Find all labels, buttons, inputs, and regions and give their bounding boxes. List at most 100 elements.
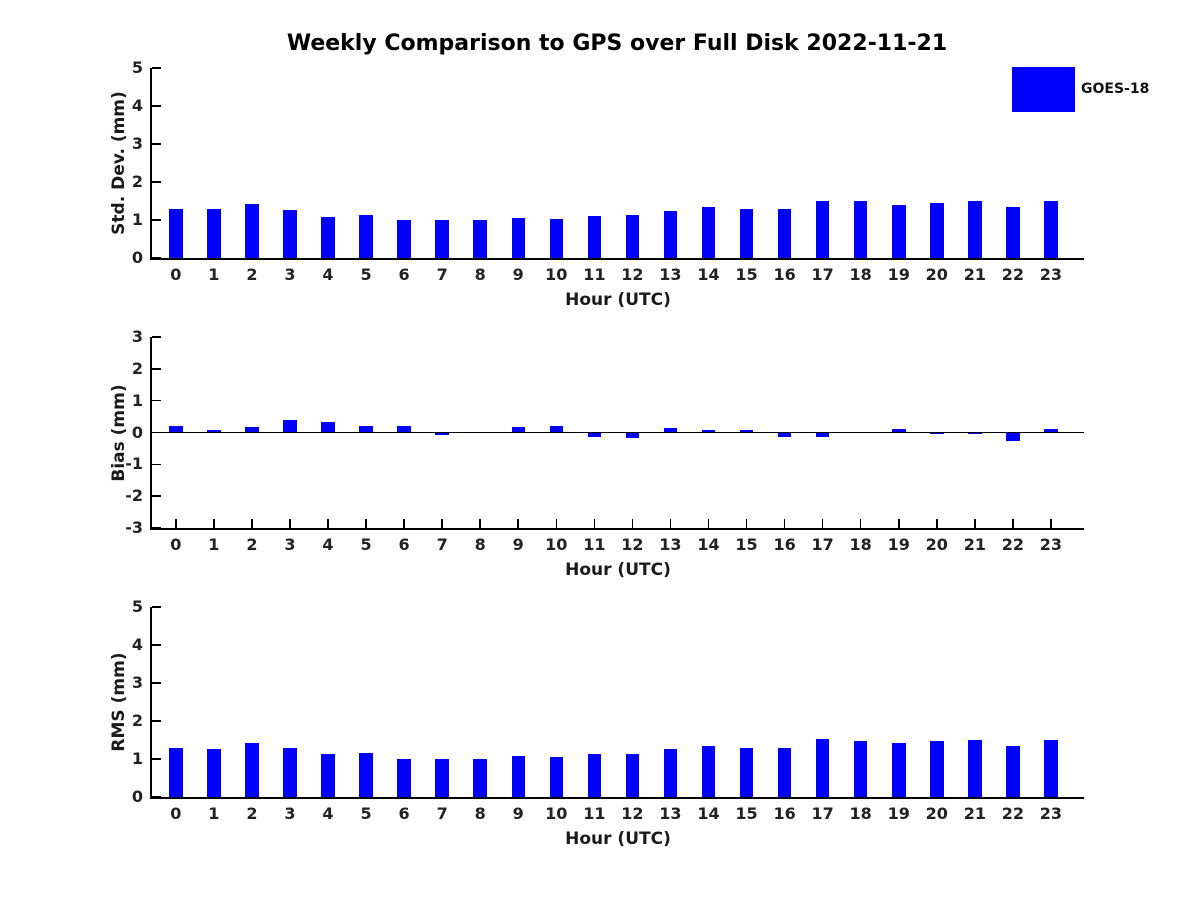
chart-std-dev-bar-hour-16 <box>777 209 792 258</box>
chart-std-dev-bar-hour-3 <box>283 210 297 258</box>
chart-std-dev-x-tick-label: 7 <box>436 265 448 284</box>
chart-std-dev-y-tick <box>152 143 161 145</box>
legend-label: GOES-18 <box>1081 81 1150 97</box>
chart-bias-x-tick <box>821 519 824 528</box>
chart-bias-x-tick-label: 22 <box>1001 535 1025 554</box>
chart-bias-x-tick <box>1050 519 1052 528</box>
chart-std-dev-y-tick-label: 3 <box>131 134 143 153</box>
chart-bias-y-tick <box>152 399 161 402</box>
chart-bias-bar-hour-17 <box>815 432 830 437</box>
chart-bias-x-tick <box>555 519 558 528</box>
chart-bias-x-tick-label: 4 <box>322 535 334 554</box>
chart-rms-x-tick-label: 11 <box>583 804 606 823</box>
chart-bias-bar-hour-14 <box>701 429 716 433</box>
chart-std-dev-bar-hour-22 <box>1006 207 1020 258</box>
chart-std-dev-x-tick-label: 11 <box>583 265 606 284</box>
chart-rms-y-tick-label: 1 <box>131 749 143 768</box>
chart-bias-y-axis <box>150 337 152 530</box>
chart-bias-zero-line <box>150 431 1084 434</box>
chart-bias-x-tick <box>365 519 367 528</box>
chart-bias-y-tick <box>152 463 161 466</box>
chart-rms-bar-hour-11 <box>587 754 602 797</box>
chart-std-dev-bar-hour-11 <box>587 215 602 258</box>
chart-rms-bar-hour-20 <box>930 741 944 797</box>
chart-std-dev-bar-hour-20 <box>930 202 944 258</box>
chart-std-dev-x-tick-label: 3 <box>284 265 296 284</box>
chart-rms-bar-hour-10 <box>549 757 564 797</box>
chart-rms-bar-hour-3 <box>283 747 297 797</box>
chart-rms-x-tick-label: 21 <box>963 804 986 823</box>
chart-bias-y-tick-label: -1 <box>125 454 143 474</box>
chart-bias-bar-hour-9 <box>511 427 525 433</box>
chart-rms-y-tick-label: 4 <box>131 635 143 654</box>
chart-bias-y-tick-label: 2 <box>131 358 143 378</box>
chart-rms-x-tick-label: 10 <box>545 804 568 823</box>
chart-rms-x-tick-label: 22 <box>1001 804 1025 823</box>
chart-std-dev-x-tick-label: 15 <box>735 265 758 284</box>
chart-bias-x-tick <box>517 519 520 528</box>
chart-std-dev-x-tick-label: 16 <box>773 265 796 284</box>
chart-std-dev-y-tick-label: 5 <box>131 58 143 77</box>
chart-rms-y-tick <box>152 606 161 608</box>
chart-std-dev-xlabel: Hour (UTC) <box>565 290 671 310</box>
chart-rms-bar-hour-4 <box>321 754 335 797</box>
chart-rms-x-tick-label: 12 <box>621 804 644 823</box>
chart-rms-x-tick-label: 19 <box>887 804 910 823</box>
chart-bias-bar-hour-11 <box>587 432 602 438</box>
chart-rms-x-tick-label: 15 <box>735 804 758 823</box>
chart-bias-x-tick <box>441 519 443 528</box>
chart-bias-x-tick <box>327 519 329 528</box>
chart-bias-y-tick-label: -2 <box>125 486 143 506</box>
chart-std-dev-bar-hour-12 <box>625 215 640 258</box>
chart-rms-x-tick-label: 5 <box>360 804 372 823</box>
chart-std-dev-x-tick-label: 10 <box>545 265 568 284</box>
chart-std-dev-bar-hour-10 <box>549 218 564 258</box>
chart-std-dev-bar-hour-1 <box>207 208 221 258</box>
chart-std-dev-x-tick-label: 9 <box>512 265 524 284</box>
chart-bias-x-tick-label: 23 <box>1039 535 1063 554</box>
chart-bias-x-tick <box>479 519 481 528</box>
chart-rms-ylabel: RMS (mm) <box>109 652 129 752</box>
legend-swatch <box>1012 67 1075 112</box>
chart-std-dev-y-tick-label: 0 <box>131 248 143 267</box>
chart-std-dev-bar-hour-2 <box>245 204 259 258</box>
chart-rms-x-tick-label: 3 <box>284 804 296 823</box>
chart-std-dev-x-axis <box>150 258 1084 260</box>
chart-bias-x-tick-label: 19 <box>887 535 910 554</box>
chart-bias-bar-hour-5 <box>359 425 373 433</box>
chart-std-dev-bar-hour-6 <box>397 220 411 258</box>
figure-title: Weekly Comparison to GPS over Full Disk … <box>286 31 948 56</box>
chart-bias-y-tick <box>152 527 161 529</box>
chart-std-dev-y-tick <box>152 257 161 259</box>
chart-std-dev-x-tick-label: 8 <box>474 265 486 284</box>
chart-std-dev-y-tick-label: 2 <box>131 172 143 191</box>
chart-rms-y-tick-label: 5 <box>131 597 143 616</box>
chart-rms-bar-hour-6 <box>397 758 411 797</box>
chart-bias-x-tick <box>745 519 748 528</box>
chart-bias-x-tick-label: 20 <box>925 535 948 554</box>
chart-std-dev-x-tick-label: 1 <box>208 265 220 284</box>
chart-std-dev-x-tick-label: 5 <box>360 265 372 284</box>
chart-bias-x-tick-label: 18 <box>849 535 872 554</box>
chart-bias-x-tick <box>783 519 786 528</box>
chart-bias-bar-hour-13 <box>663 428 678 433</box>
chart-std-dev-y-tick-label: 4 <box>131 96 143 115</box>
chart-std-dev-bar-hour-8 <box>473 220 487 258</box>
chart-rms-bar-hour-14 <box>701 745 716 797</box>
chart-rms-x-tick-label: 16 <box>773 804 796 823</box>
chart-rms-bar-hour-18 <box>853 740 868 797</box>
chart-bias-x-tick <box>897 519 900 528</box>
chart-bias-bar-hour-1 <box>207 430 221 433</box>
chart-bias-x-tick-label: 6 <box>398 535 410 554</box>
chart-rms-y-axis <box>150 607 152 799</box>
chart-std-dev-bar-hour-17 <box>815 200 830 258</box>
chart-bias-x-tick <box>936 519 938 528</box>
chart-bias-x-axis <box>150 528 1084 530</box>
chart-bias-y-tick-label: 1 <box>131 390 143 410</box>
chart-bias-y-tick-label: 3 <box>131 327 143 346</box>
chart-std-dev-bar-hour-19 <box>892 204 906 258</box>
chart-bias-y-tick <box>152 368 161 370</box>
chart-rms-bar-hour-5 <box>359 753 373 797</box>
chart-rms-y-tick-label: 2 <box>131 711 143 730</box>
